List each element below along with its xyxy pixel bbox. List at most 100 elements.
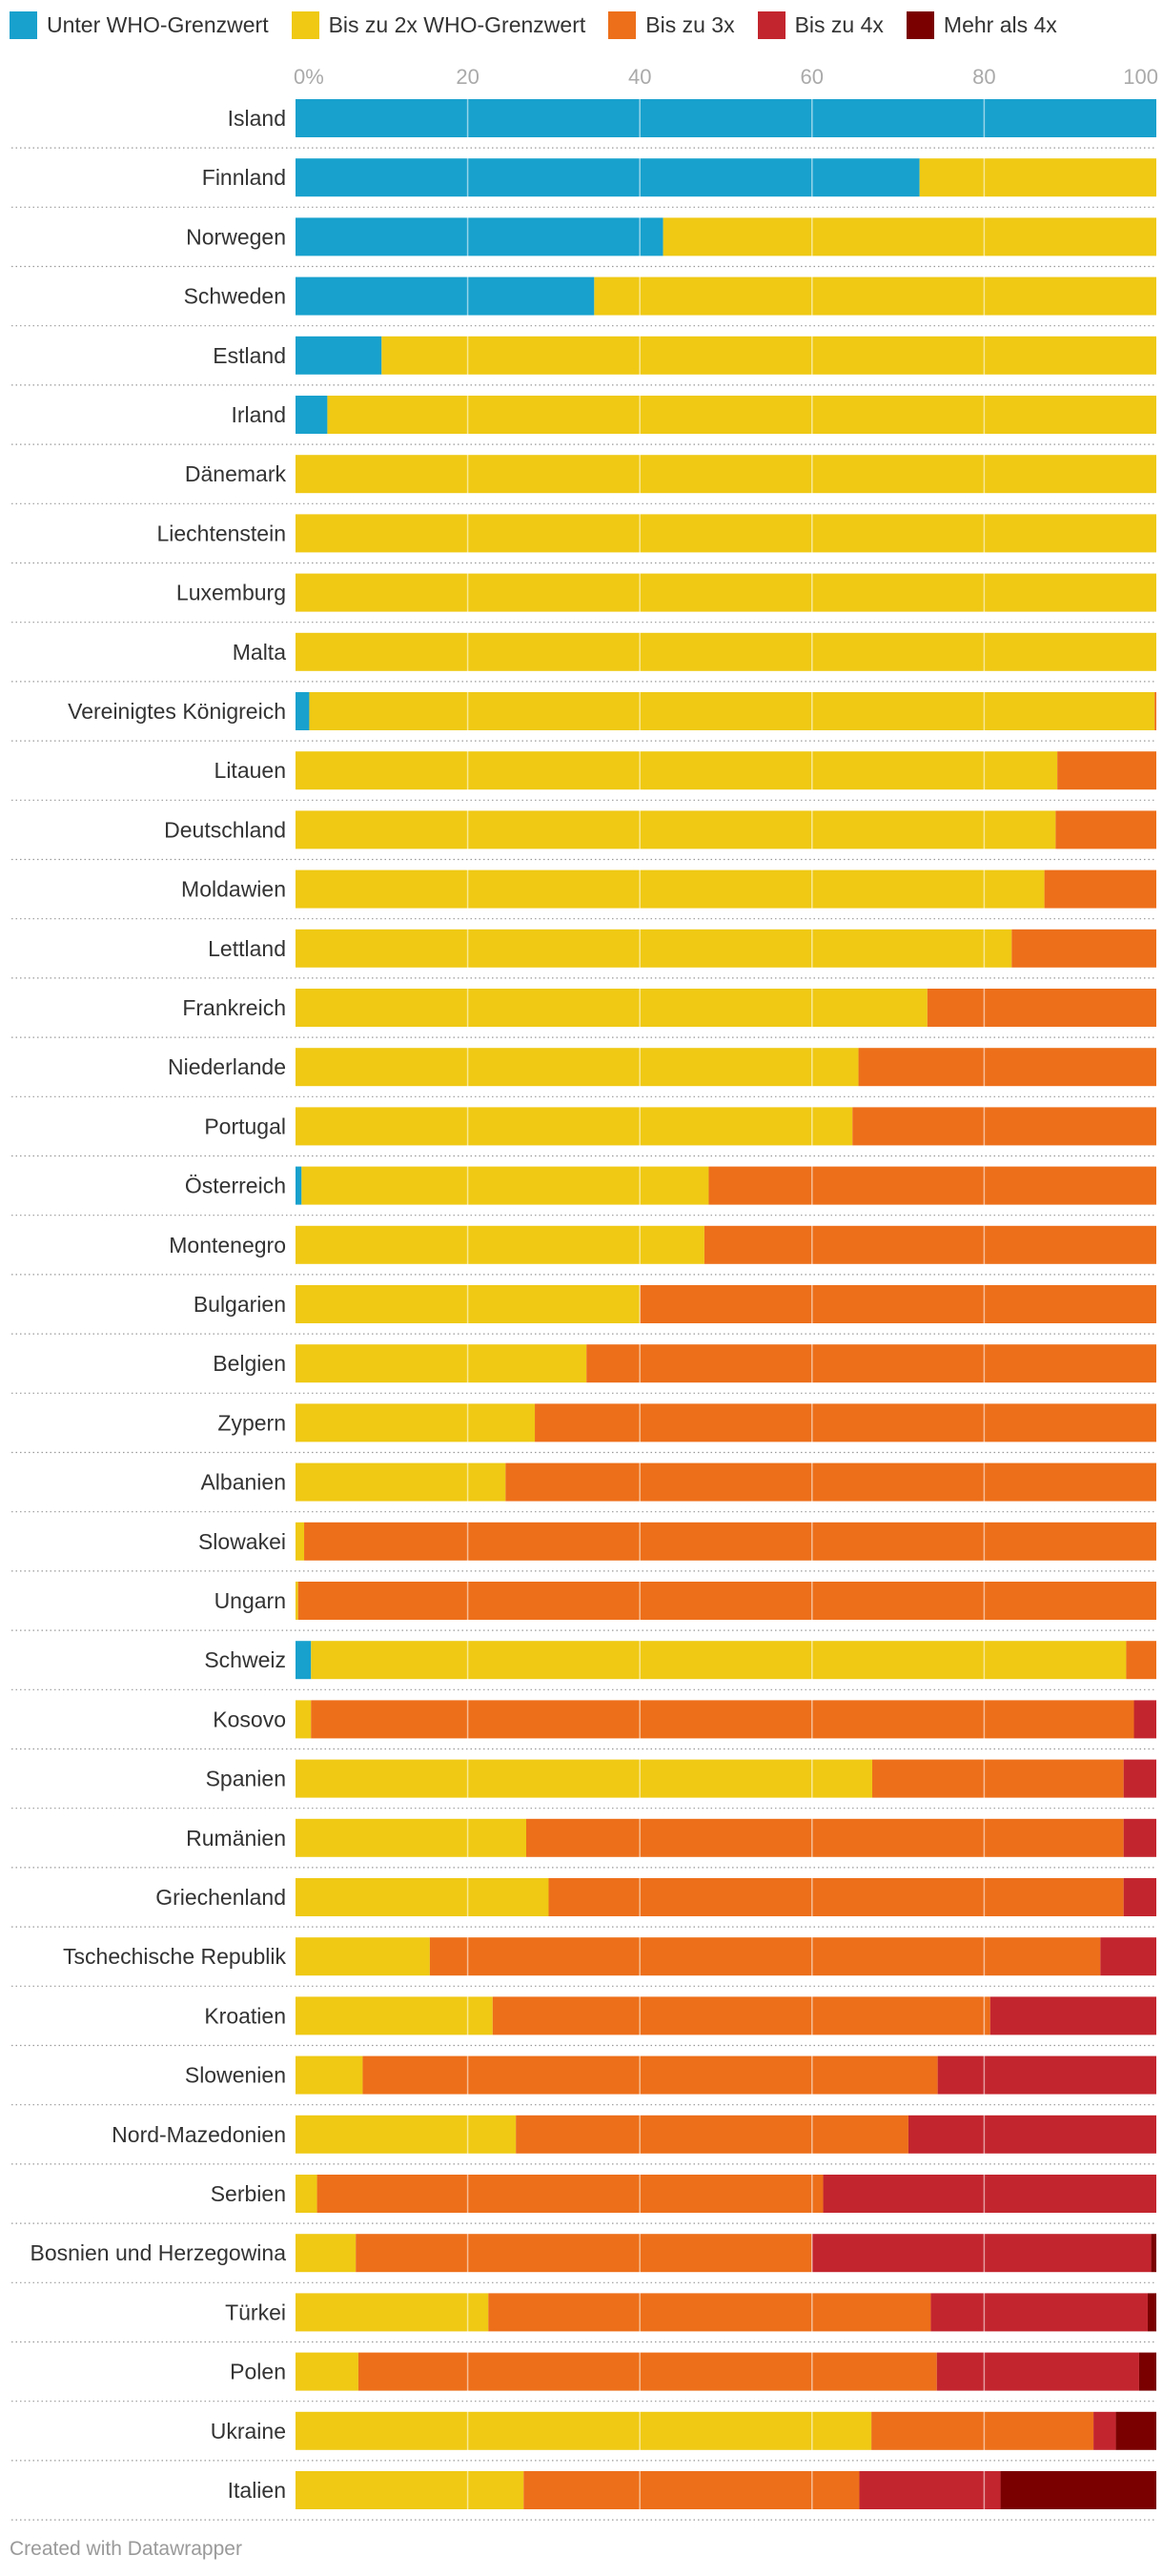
bar-segment: [296, 336, 382, 375]
axis-ticks-group: 0% 20 40 60 80 100: [294, 65, 1158, 89]
bar-segment: [304, 1522, 1156, 1561]
bar-segment: [296, 751, 1058, 790]
legend-swatch: [906, 10, 934, 39]
legend-item: Unter WHO-Grenzwert: [10, 10, 269, 39]
bar-segment: [586, 1344, 1156, 1383]
row-label: Malta: [233, 640, 286, 664]
row-label: Polen: [230, 2360, 286, 2384]
bar-segment: [357, 2352, 937, 2391]
row-label: Montenegro: [169, 1233, 286, 1257]
bar-segment: [311, 1641, 1127, 1680]
x-tick-label: 60: [801, 65, 824, 89]
bar-segment: [872, 1759, 1124, 1798]
bar-segment: [296, 455, 1156, 494]
row-label: Ukraine: [211, 2419, 286, 2443]
row-label: Nord-Mazedonien: [112, 2122, 286, 2147]
legend-label: Bis zu 3x: [645, 11, 735, 37]
bar-segment: [296, 2293, 489, 2332]
row-label: Irland: [231, 402, 286, 427]
bar-segment: [296, 2411, 872, 2450]
bar-segment: [296, 99, 1156, 137]
row-label: Schweiz: [204, 1647, 286, 1672]
bar-segment: [316, 2175, 824, 2213]
bar-segment: [1123, 1818, 1156, 1857]
bar-segment: [1057, 751, 1156, 790]
row-label: Italien: [228, 2478, 286, 2503]
bar-segment: [708, 1166, 1156, 1205]
bar-segment: [296, 2234, 357, 2273]
row-label: Vereinigtes Königreich: [68, 699, 286, 724]
bar-segment: [1123, 1759, 1156, 1798]
bar-segment: [296, 1641, 312, 1680]
bars-group: [296, 99, 1157, 2509]
bar-segment: [1138, 2352, 1156, 2391]
bar-segment: [296, 1759, 873, 1798]
bar-segment: [296, 158, 920, 197]
row-label: Frankreich: [182, 995, 286, 1020]
bar-segment: [296, 217, 663, 256]
bar-segment: [594, 276, 1156, 316]
bar-segment: [296, 276, 595, 316]
legend-label: Mehr als 4x: [943, 11, 1057, 37]
bar-segment: [296, 1107, 853, 1146]
row-label: Ungarn: [214, 1588, 286, 1613]
bar-segment: [852, 1107, 1156, 1146]
bar-segment: [301, 1166, 709, 1205]
bar-segment: [492, 1996, 990, 2035]
bar-segment: [296, 869, 1045, 909]
bar-segment: [823, 2175, 1156, 2213]
bar-segment: [1115, 2411, 1156, 2450]
bar-segment: [1151, 2234, 1156, 2273]
legend-label: Bis zu 2x WHO-Grenzwert: [328, 11, 586, 37]
bar-segment: [309, 692, 1155, 730]
row-label: Bosnien und Herzegowina: [30, 2240, 286, 2265]
bar-segment: [1126, 1641, 1156, 1680]
row-label: Slowenien: [185, 2063, 286, 2088]
bar-segment: [296, 514, 1156, 553]
bar-segment: [296, 1225, 704, 1264]
bar-segment: [908, 2115, 1156, 2154]
credit-footer[interactable]: Created with Datawrapper: [10, 2538, 242, 2560]
bar-segment: [859, 2471, 1001, 2509]
row-label: Serbien: [211, 2181, 286, 2206]
row-label: Österreich: [185, 1174, 286, 1198]
row-label: Estland: [213, 343, 286, 368]
bar-segment: [1133, 1700, 1156, 1739]
legend-item: Bis zu 3x: [608, 10, 735, 39]
legend-item: Bis zu 2x WHO-Grenzwert: [291, 10, 586, 39]
legend-label: Unter WHO-Grenzwert: [47, 11, 269, 37]
row-label: Tschechische Republik: [63, 1944, 286, 1969]
bar-segment: [526, 1818, 1124, 1857]
bar-segment: [1000, 2471, 1156, 2509]
x-tick-label: 0%: [294, 65, 324, 89]
row-label: Zypern: [217, 1410, 286, 1435]
bar-segment: [296, 1344, 587, 1383]
legend-label: Bis zu 4x: [794, 11, 884, 37]
row-label: Island: [228, 106, 286, 131]
bar-segment: [930, 2293, 1148, 2332]
bar-segment: [327, 396, 1156, 434]
bar-segment: [811, 2234, 1152, 2273]
bar-segment: [296, 1878, 549, 1916]
row-label: Dänemark: [185, 461, 287, 486]
row-labels-group: Island Finnland Norwegen Schweden Estland Irl…: [30, 106, 286, 2503]
x-tick-label: 20: [456, 65, 479, 89]
row-label: Kroatien: [204, 2003, 286, 2028]
x-tick-label: 80: [972, 65, 995, 89]
bar-segment: [535, 1403, 1156, 1442]
legend-item: Bis zu 4x: [757, 10, 884, 39]
row-label: Albanien: [200, 1470, 286, 1495]
bar-segment: [1093, 2411, 1116, 2450]
bar-segment: [296, 929, 1012, 968]
row-label: Niederlande: [168, 1054, 286, 1079]
row-label: Luxemburg: [176, 581, 286, 605]
bar-segment: [919, 158, 1156, 197]
row-label: Slowakei: [198, 1529, 286, 1554]
bar-segment: [296, 1582, 298, 1620]
bar-segment: [936, 2352, 1139, 2391]
bar-segment: [1100, 1937, 1156, 1976]
legend-swatch: [10, 10, 37, 39]
bar-segment: [296, 1462, 506, 1502]
bar-segment: [990, 1996, 1156, 2035]
